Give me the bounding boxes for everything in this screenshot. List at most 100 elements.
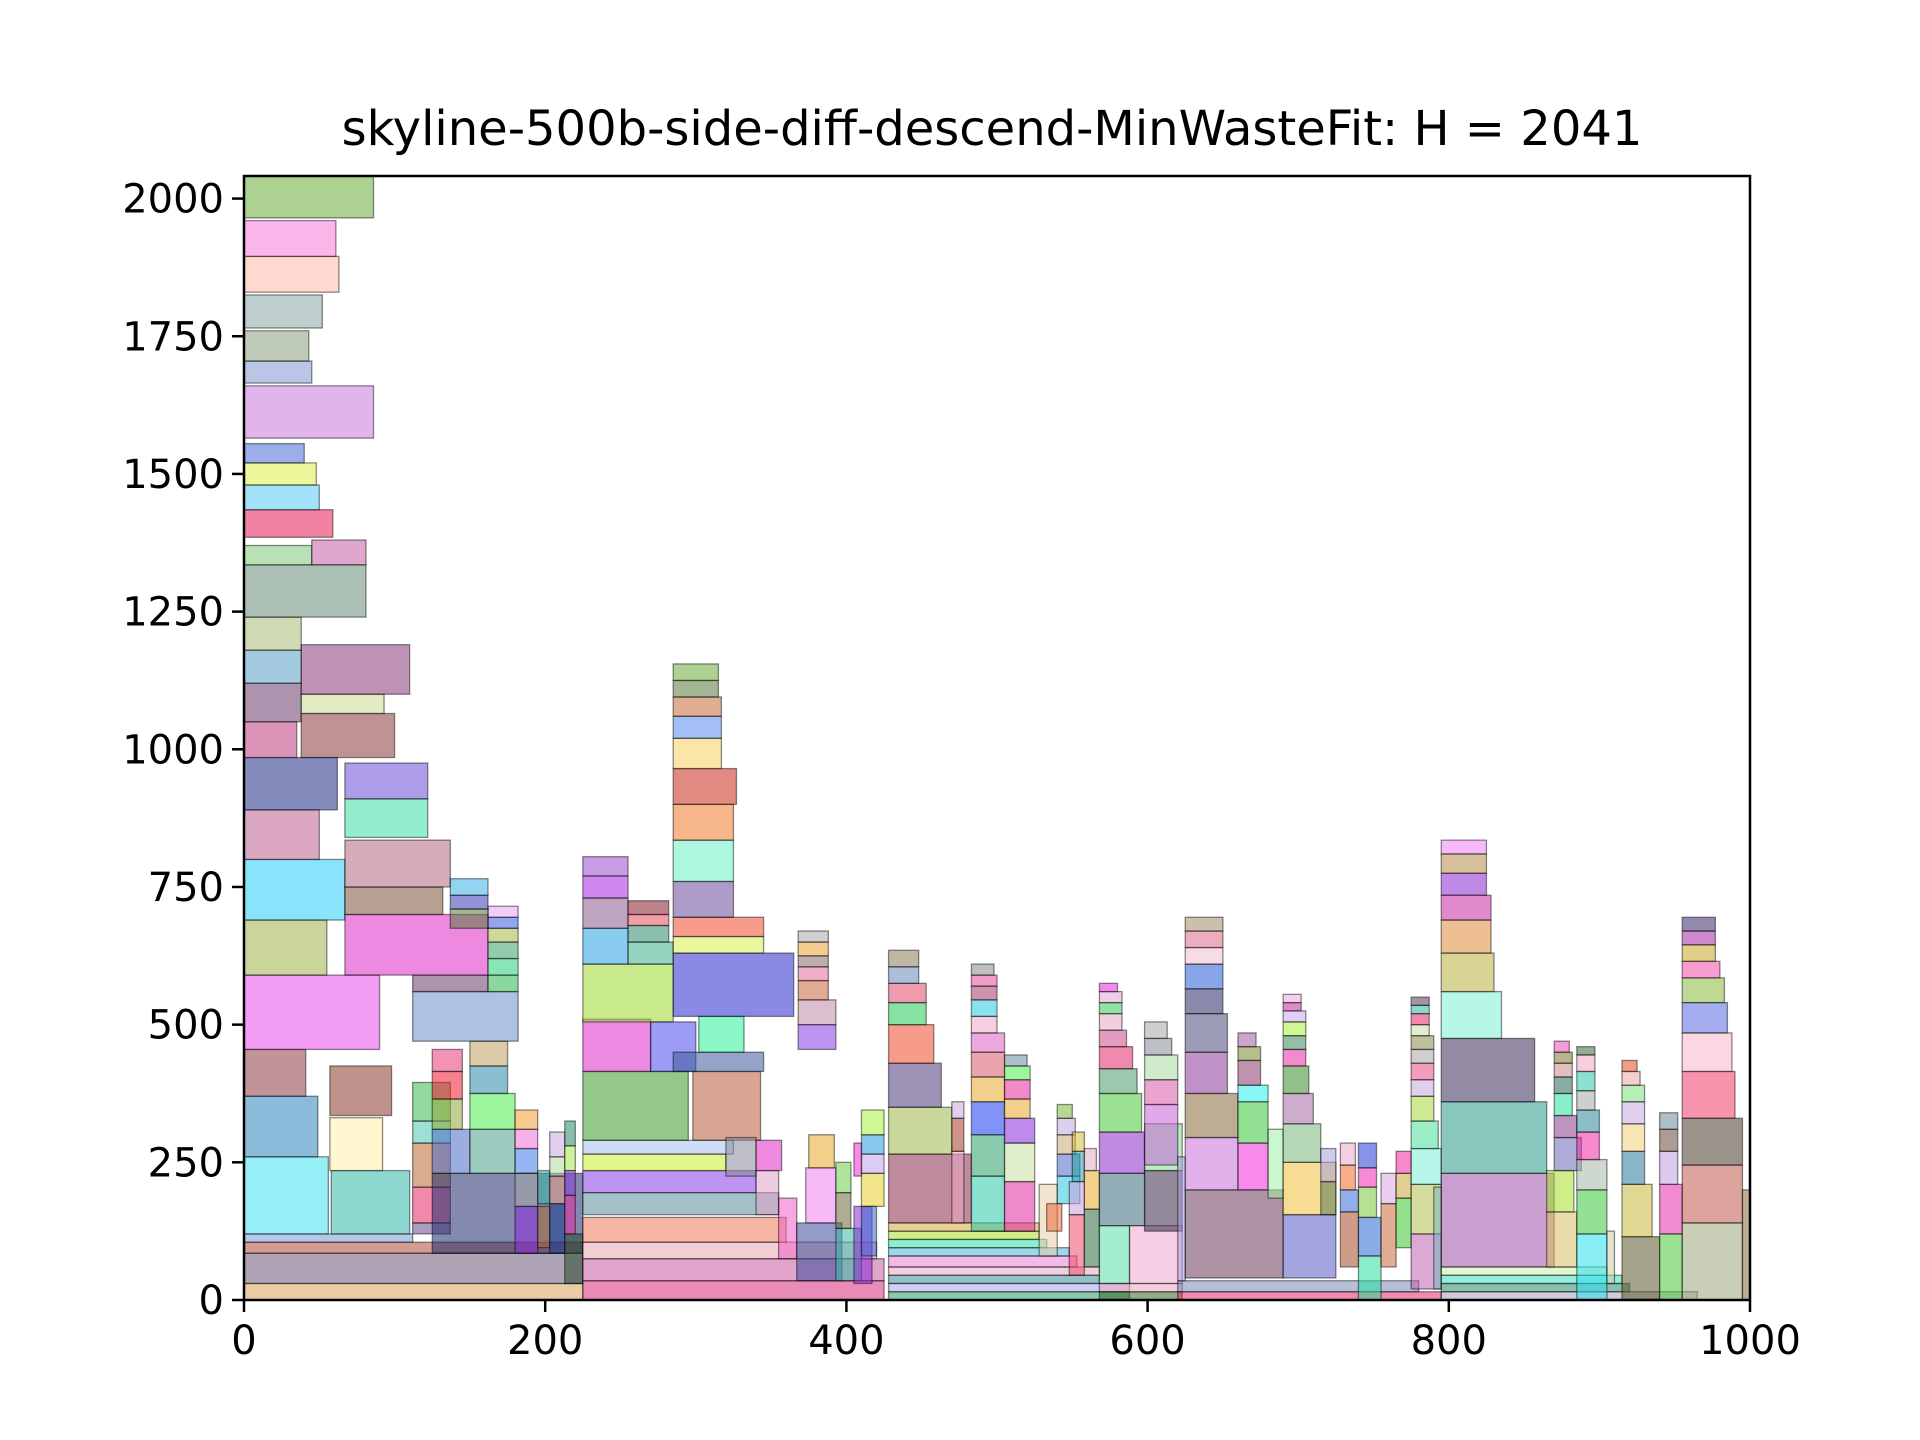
packed-rect-316 bbox=[1621, 1059, 1638, 1073]
packed-rect-136 bbox=[860, 1205, 878, 1257]
packed-rect-152 bbox=[887, 1106, 953, 1155]
packed-rect-189 bbox=[1068, 1180, 1085, 1216]
packed-rect-76 bbox=[549, 1156, 566, 1177]
packed-rect-146 bbox=[887, 1255, 1078, 1268]
packed-rect-29 bbox=[243, 219, 337, 258]
packed-rect-167 bbox=[970, 1032, 1006, 1053]
packed-rect-196 bbox=[1098, 1225, 1131, 1285]
packed-rect-103 bbox=[692, 1070, 762, 1141]
packed-rect-144 bbox=[887, 1274, 1101, 1285]
packed-rect-89 bbox=[582, 1153, 727, 1172]
packed-rect-192 bbox=[1083, 1169, 1101, 1210]
packed-rect-271 bbox=[1410, 1023, 1430, 1037]
packed-rect-71 bbox=[514, 1109, 539, 1130]
packed-rect-56 bbox=[487, 905, 519, 918]
y-tick-label: 500 bbox=[148, 1003, 224, 1049]
packed-rect-107 bbox=[672, 935, 765, 954]
packed-rect-223 bbox=[1184, 988, 1224, 1015]
packed-rect-83 bbox=[582, 1280, 885, 1301]
packed-rect-280 bbox=[1440, 1172, 1555, 1268]
packed-rect-286 bbox=[1440, 894, 1492, 921]
packed-rect-148 bbox=[887, 1238, 1048, 1249]
packed-rect-32 bbox=[329, 1117, 384, 1172]
packed-rect-315 bbox=[1621, 1070, 1641, 1086]
packed-rect-211 bbox=[1143, 1079, 1179, 1106]
packed-rect-325 bbox=[1681, 1070, 1736, 1119]
packed-rect-62 bbox=[300, 693, 385, 715]
packed-rect-243 bbox=[1282, 1010, 1307, 1023]
packed-rect-329 bbox=[1681, 960, 1721, 979]
packed-rect-91 bbox=[582, 1070, 689, 1141]
packed-rect-74 bbox=[549, 1202, 566, 1254]
packed-rect-234 bbox=[1267, 1128, 1284, 1199]
packed-rect-17 bbox=[243, 564, 367, 618]
packed-rect-48 bbox=[412, 990, 519, 1042]
packed-rect-259 bbox=[1395, 1197, 1412, 1249]
packed-rect-178 bbox=[1003, 1065, 1031, 1081]
rectangles-group bbox=[243, 175, 1751, 1301]
packed-rect-173 bbox=[1003, 1180, 1036, 1232]
packed-rect-9 bbox=[243, 919, 328, 976]
packed-rect-218 bbox=[1184, 1189, 1284, 1279]
packed-rect-117 bbox=[672, 663, 720, 682]
packed-rect-274 bbox=[1410, 996, 1430, 1007]
packed-rect-99 bbox=[582, 856, 629, 877]
packed-rect-181 bbox=[1046, 1202, 1063, 1232]
packed-rect-266 bbox=[1410, 1095, 1435, 1122]
packed-rect-143 bbox=[887, 1282, 1131, 1293]
packed-rect-272 bbox=[1410, 1012, 1430, 1026]
packed-rect-264 bbox=[1410, 1147, 1442, 1186]
packed-rect-244 bbox=[1282, 1001, 1302, 1012]
packed-rect-237 bbox=[1282, 1123, 1322, 1163]
packed-rect-317 bbox=[1658, 1233, 1683, 1301]
packed-rect-1 bbox=[243, 1252, 584, 1285]
packed-rect-50 bbox=[487, 974, 519, 993]
packed-rect-242 bbox=[1282, 1021, 1307, 1037]
packed-rect-188 bbox=[1083, 1208, 1101, 1268]
y-tick-label: 2000 bbox=[122, 177, 224, 223]
packed-rect-204 bbox=[1098, 1001, 1123, 1015]
packed-rect-121 bbox=[777, 1197, 798, 1260]
packed-rect-203 bbox=[1098, 1012, 1123, 1031]
packed-rect-250 bbox=[1339, 1164, 1357, 1191]
packed-rect-87 bbox=[582, 1191, 780, 1216]
packed-rect-260 bbox=[1395, 1172, 1412, 1199]
packed-rect-326 bbox=[1681, 1032, 1733, 1073]
packed-rect-68 bbox=[514, 1172, 539, 1208]
packed-rect-230 bbox=[1237, 1084, 1269, 1103]
packed-rect-43 bbox=[469, 1092, 516, 1130]
x-axis: 0 200 400 600 800 1000 bbox=[231, 1300, 1801, 1364]
packed-rect-127 bbox=[797, 979, 829, 1001]
packed-rect-97 bbox=[582, 897, 629, 929]
packed-rect-108 bbox=[672, 916, 765, 938]
packed-rect-328 bbox=[1681, 977, 1726, 1004]
packed-rect-305 bbox=[1576, 1070, 1596, 1092]
packed-rect-267 bbox=[1410, 1079, 1435, 1097]
packed-rect-294 bbox=[1553, 1092, 1573, 1117]
packed-rect-249 bbox=[1339, 1189, 1360, 1213]
packed-rect-139 bbox=[860, 1134, 885, 1155]
packed-rect-5 bbox=[330, 1169, 411, 1235]
packed-rect-30 bbox=[243, 175, 375, 219]
packed-rect-195 bbox=[1098, 1282, 1183, 1293]
packed-rect-239 bbox=[1282, 1065, 1310, 1095]
packed-rect-238 bbox=[1282, 1092, 1314, 1125]
packed-rect-245 bbox=[1282, 993, 1302, 1004]
packed-rect-131 bbox=[797, 930, 829, 943]
packed-rect-21 bbox=[243, 484, 320, 511]
packed-rect-171 bbox=[970, 974, 998, 987]
plot-frame bbox=[242, 174, 1752, 1302]
packed-rect-140 bbox=[860, 1109, 885, 1136]
packed-rect-240 bbox=[1282, 1048, 1307, 1067]
packed-rect-290 bbox=[1546, 1211, 1578, 1268]
packed-rect-217 bbox=[1177, 1156, 1186, 1282]
packed-rect-273 bbox=[1410, 1004, 1430, 1015]
packed-rect-61 bbox=[300, 712, 396, 759]
packed-rect-174 bbox=[1003, 1142, 1036, 1183]
packed-rect-299 bbox=[1576, 1233, 1608, 1301]
packed-rect-122 bbox=[796, 1222, 843, 1282]
packed-rect-322 bbox=[1681, 1222, 1744, 1301]
packed-rect-300 bbox=[1576, 1189, 1608, 1235]
packed-rect-321 bbox=[1658, 1112, 1679, 1130]
packed-rect-297 bbox=[1553, 1051, 1573, 1064]
